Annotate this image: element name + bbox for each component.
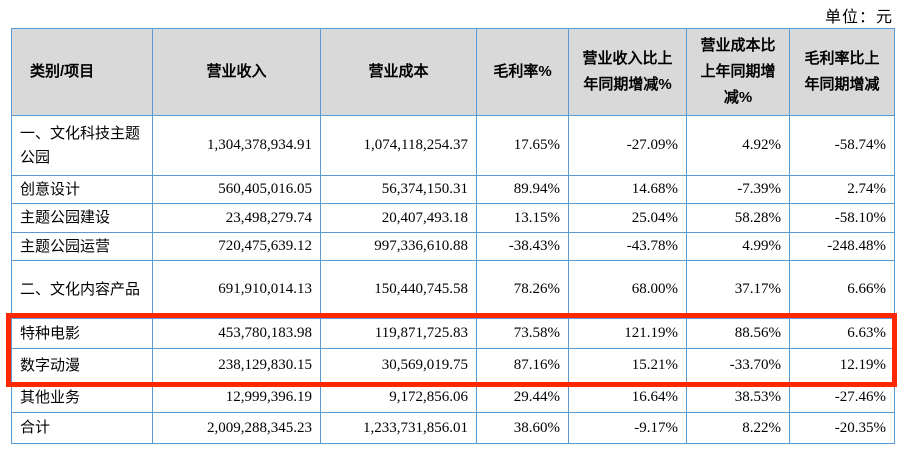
unit-label: 单位：元 xyxy=(824,9,893,26)
cell-revenue_change: 15.21% xyxy=(568,348,687,383)
cell-cost_change: 4.99% xyxy=(686,232,790,261)
cell-cost_change: 8.22% xyxy=(686,412,790,444)
header-category: 类别/项目 xyxy=(11,28,153,116)
segment-financials-table: 类别/项目 营业收入 营业成本 毛利率% 营业收入比上年同期增减% 营业成本比上… xyxy=(11,28,895,444)
cell-cost: 56,374,150.31 xyxy=(320,175,477,204)
cell-cost: 997,336,610.88 xyxy=(320,232,477,261)
cell-revenue_change: 68.00% xyxy=(568,260,687,319)
cell-cost: 1,233,731,856.01 xyxy=(320,412,477,444)
cell-revenue: 238,129,830.15 xyxy=(152,348,321,383)
cell-cost: 30,569,019.75 xyxy=(320,348,477,383)
cell-revenue: 2,009,288,345.23 xyxy=(152,412,321,444)
row-label: 合计 xyxy=(11,412,153,444)
header-cost-change: 营业成本比上年同期增减% xyxy=(686,28,790,116)
cell-cost_change: 37.17% xyxy=(686,260,790,319)
table-row: 合计 2,009,288,345.23 1,233,731,856.01 38.60%… xyxy=(11,412,895,444)
row-label: 主题公园运营 xyxy=(11,232,153,261)
header-margin-change: 毛利率比上年同期增减 xyxy=(789,28,895,116)
cell-margin: 29.44% xyxy=(476,382,569,413)
cell-margin: 17.65% xyxy=(476,115,569,176)
row-label: 二、文化内容产品 xyxy=(11,260,153,319)
cell-cost_change: -7.39% xyxy=(686,175,790,204)
cell-cost_change: 4.92% xyxy=(686,115,790,176)
cell-margin: 89.94% xyxy=(476,175,569,204)
cell-revenue: 1,304,378,934.91 xyxy=(152,115,321,176)
cell-revenue: 453,780,183.98 xyxy=(152,318,321,349)
cell-revenue_change: -43.78% xyxy=(568,232,687,261)
cell-cost: 1,074,118,254.37 xyxy=(320,115,477,176)
table-body: 一、文化科技主题公园 1,304,378,934.91 1,074,118,254.… xyxy=(11,115,895,444)
table-row: 主题公园建设 23,498,279.74 20,407,493.18 13.15% 25… xyxy=(11,203,895,233)
cell-cost: 150,440,745.58 xyxy=(320,260,477,319)
cell-revenue_change: -27.09% xyxy=(568,115,687,176)
cell-margin: 87.16% xyxy=(476,348,569,383)
header-revenue-change: 营业收入比上年同期增减% xyxy=(568,28,687,116)
row-label: 特种电影 xyxy=(11,318,153,349)
cell-margin_change: -58.74% xyxy=(789,115,895,176)
cell-cost: 20,407,493.18 xyxy=(320,203,477,233)
cell-cost: 9,172,856.06 xyxy=(320,382,477,413)
cell-cost_change: -33.70% xyxy=(686,348,790,383)
cell-margin_change: -27.46% xyxy=(789,382,895,413)
cell-margin_change: 2.74% xyxy=(789,175,895,204)
cell-revenue_change: -9.17% xyxy=(568,412,687,444)
cell-revenue: 720,475,639.12 xyxy=(152,232,321,261)
cell-margin: 38.60% xyxy=(476,412,569,444)
table-row: 主题公园运营 720,475,639.12 997,336,610.88 -38.43… xyxy=(11,232,895,261)
table-row: 一、文化科技主题公园 1,304,378,934.91 1,074,118,254.… xyxy=(11,115,895,176)
cell-margin: -38.43% xyxy=(476,232,569,261)
cell-revenue_change: 14.68% xyxy=(568,175,687,204)
cell-margin: 78.26% xyxy=(476,260,569,319)
row-label: 一、文化科技主题公园 xyxy=(11,115,153,176)
header-margin: 毛利率% xyxy=(476,28,569,116)
cell-margin_change: -58.10% xyxy=(789,203,895,233)
cell-margin_change: 6.66% xyxy=(789,260,895,319)
table-row: 二、文化内容产品 691,910,014.13 150,440,745.58 78.2… xyxy=(11,260,895,319)
table-row-highlighted: 特种电影 453,780,183.98 119,871,725.83 73.58% 12… xyxy=(11,318,895,349)
cell-cost_change: 38.53% xyxy=(686,382,790,413)
cell-revenue: 23,498,279.74 xyxy=(152,203,321,233)
table-header-row: 类别/项目 营业收入 营业成本 毛利率% 营业收入比上年同期增减% 营业成本比上… xyxy=(11,28,895,116)
row-label: 创意设计 xyxy=(11,175,153,204)
row-label: 其他业务 xyxy=(11,382,153,413)
cell-margin_change: 12.19% xyxy=(789,348,895,383)
cell-margin_change: -20.35% xyxy=(789,412,895,444)
cell-revenue: 12,999,396.19 xyxy=(152,382,321,413)
cell-revenue_change: 16.64% xyxy=(568,382,687,413)
table-row-highlighted: 数字动漫 238,129,830.15 30,569,019.75 87.16% 15.… xyxy=(11,348,895,383)
cell-margin_change: -248.48% xyxy=(789,232,895,261)
cell-margin_change: 6.63% xyxy=(789,318,895,349)
row-label: 主题公园建设 xyxy=(11,203,153,233)
cell-cost_change: 58.28% xyxy=(686,203,790,233)
cell-revenue: 560,405,016.05 xyxy=(152,175,321,204)
cell-margin: 13.15% xyxy=(476,203,569,233)
cell-cost: 119,871,725.83 xyxy=(320,318,477,349)
table-row: 创意设计 560,405,016.05 56,374,150.31 89.94% 14.… xyxy=(11,175,895,204)
cell-revenue_change: 25.04% xyxy=(568,203,687,233)
header-cost: 营业成本 xyxy=(320,28,477,116)
table-row: 其他业务 12,999,396.19 9,172,856.06 29.44% 16.64… xyxy=(11,382,895,413)
cell-cost_change: 88.56% xyxy=(686,318,790,349)
cell-margin: 73.58% xyxy=(476,318,569,349)
header-revenue: 营业收入 xyxy=(152,28,321,116)
cell-revenue: 691,910,014.13 xyxy=(152,260,321,319)
cell-revenue_change: 121.19% xyxy=(568,318,687,349)
row-label: 数字动漫 xyxy=(11,348,153,383)
